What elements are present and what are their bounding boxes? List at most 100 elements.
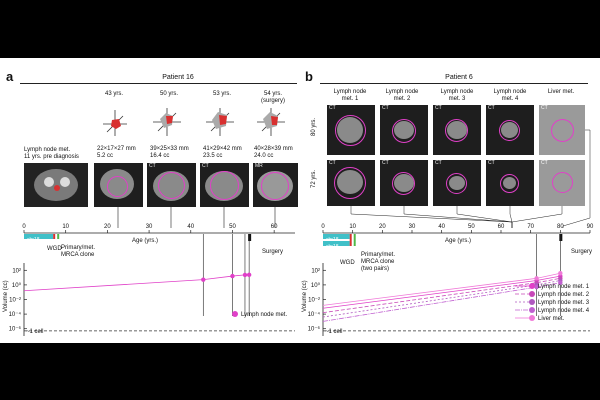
col-label-1b: met. 1 bbox=[341, 96, 359, 102]
figure: a Patient 16 43 yrs. 50 yrs. 53 yrs. 54 … bbox=[0, 58, 600, 343]
connector-line bbox=[403, 206, 513, 228]
b-legend-3: Lymph node met. 3 bbox=[538, 300, 590, 306]
scan-ring bbox=[335, 115, 366, 146]
y-tick-label: 10⁰ bbox=[311, 282, 321, 289]
scan-a-4-tag: MR bbox=[255, 163, 263, 169]
scan-overview bbox=[24, 163, 88, 207]
render-2 bbox=[153, 108, 181, 136]
scan-b-3-72: CT bbox=[433, 160, 481, 206]
scan-tag: CT bbox=[541, 105, 548, 111]
x-tick-label: 40 bbox=[438, 224, 445, 230]
legend-marker bbox=[232, 311, 238, 317]
col-label-2a: Lymph node bbox=[385, 89, 419, 95]
scan-ring bbox=[392, 172, 415, 195]
x-tick-label: 20 bbox=[379, 224, 386, 230]
mrca-mark bbox=[353, 234, 356, 246]
connector-line bbox=[350, 206, 513, 228]
render-3 bbox=[206, 108, 234, 136]
col-label-4a: Lymph node bbox=[493, 89, 527, 95]
volume-1: 5.2 cc bbox=[97, 153, 114, 159]
scan-ring bbox=[500, 174, 519, 193]
surgery-note: (surgery) bbox=[260, 98, 286, 104]
chart-canvas: 0 10 20 30 40 50 60 10² 10⁰ 10⁻² 10⁻⁴ 10⁻⁶ 0 10 20 30 4… bbox=[9, 129, 594, 336]
scan-b-5-80: CT bbox=[539, 105, 585, 155]
x-tick-label: 40 bbox=[187, 224, 194, 230]
legend-marker bbox=[529, 291, 535, 297]
x-tick-label: 30 bbox=[146, 224, 153, 230]
a-primary-1: Primary/met. bbox=[61, 245, 96, 251]
b-wgd: WGD bbox=[340, 260, 355, 266]
wgd-mark bbox=[349, 234, 352, 246]
y-tick-label: 10⁰ bbox=[12, 282, 22, 289]
mrca-mark bbox=[57, 234, 60, 239]
scan-b-5-72: CT bbox=[539, 160, 585, 206]
x-tick-label: 70 bbox=[527, 224, 534, 230]
surgery-mark bbox=[248, 234, 252, 241]
b-legend-5: Liver met. bbox=[538, 316, 565, 322]
scan-b-4-72: CT bbox=[486, 160, 534, 206]
x-tick-label: 50 bbox=[229, 224, 236, 230]
y-tick-label: 10⁻² bbox=[308, 298, 320, 304]
y-tick-label: 10⁻⁶ bbox=[9, 326, 22, 333]
scan-ring bbox=[446, 173, 467, 194]
legend-marker bbox=[529, 307, 535, 313]
chr-bar bbox=[323, 241, 350, 246]
y-tick-label: 10² bbox=[311, 268, 320, 274]
volume-4: 24.0 cc bbox=[254, 153, 274, 159]
scan-ring bbox=[552, 172, 573, 193]
scan-a-2-ring bbox=[158, 172, 185, 199]
left-caption-1: Lymph node met. bbox=[24, 147, 71, 153]
scan-ring bbox=[334, 167, 366, 199]
scan-tag: CT bbox=[488, 160, 495, 166]
data-point bbox=[534, 276, 539, 281]
wgd-mark bbox=[53, 234, 56, 239]
scan-a-2-tag: CT bbox=[149, 163, 156, 169]
panel-b-label: b bbox=[305, 69, 313, 84]
col-label-3b: met. 3 bbox=[448, 96, 466, 102]
chr-bar bbox=[24, 234, 54, 239]
data-point bbox=[534, 284, 539, 290]
age-label-2: 50 yrs. bbox=[159, 91, 179, 97]
scan-tag: CT bbox=[329, 160, 336, 166]
surgery-mark bbox=[559, 234, 563, 241]
size-4: 40×28×39 mm bbox=[254, 146, 293, 152]
b-surgery: Surgery bbox=[571, 249, 593, 255]
b-x-axis-label: Age (yrs.) bbox=[444, 238, 472, 244]
y-tick-label: 10² bbox=[12, 268, 21, 274]
scan-b-1-72: CT bbox=[327, 160, 375, 206]
y-tick-label: 10⁻² bbox=[9, 298, 21, 304]
left-caption-2: 11 yrs. pre diagnosis bbox=[24, 154, 79, 160]
legend-marker bbox=[529, 299, 535, 305]
connector-line bbox=[509, 206, 513, 228]
data-point bbox=[246, 272, 252, 278]
connector-line bbox=[511, 206, 563, 228]
col-label-4b: met. 4 bbox=[501, 96, 519, 102]
a-x-axis-label: Age (yrs.) bbox=[131, 238, 159, 244]
scan-a-3-ring bbox=[210, 171, 239, 200]
a-surgery: Surgery bbox=[262, 249, 284, 255]
b-y-axis-label: Volume (cc) bbox=[302, 280, 308, 312]
scan-tag: CT bbox=[488, 105, 495, 111]
b-legend-4: Lymph node met. 4 bbox=[538, 308, 590, 314]
scan-tag: CT bbox=[329, 105, 336, 111]
scan-ring bbox=[445, 119, 468, 142]
volume-2: 16.4 cc bbox=[150, 153, 170, 159]
scan-b-3-80: CT bbox=[433, 105, 481, 155]
a-cell-label: ~1 cell bbox=[26, 329, 44, 335]
series-line bbox=[322, 275, 561, 309]
scan-a-1-ring bbox=[107, 176, 128, 197]
age-label-1: 43 yrs. bbox=[104, 91, 124, 97]
x-tick-label: 90 bbox=[587, 224, 594, 230]
panel-a-rule bbox=[20, 83, 297, 84]
render-1 bbox=[103, 110, 127, 136]
scan-b-2-80: CT bbox=[380, 105, 428, 155]
volume-3: 23.5 cc bbox=[203, 153, 223, 159]
x-tick-label: 10 bbox=[62, 224, 69, 230]
chart-b: 0 10 20 30 40 50 60 70 80 90 10² 10⁰ 10⁻² 10⁻⁴ 10⁻⁶ bbox=[308, 224, 594, 336]
scan-b-2-72: CT bbox=[380, 160, 428, 206]
data-point bbox=[558, 280, 563, 285]
scan-ring bbox=[392, 119, 416, 143]
b-cell-label: ~1 cell bbox=[325, 329, 343, 335]
panel-b-rule bbox=[320, 83, 588, 84]
